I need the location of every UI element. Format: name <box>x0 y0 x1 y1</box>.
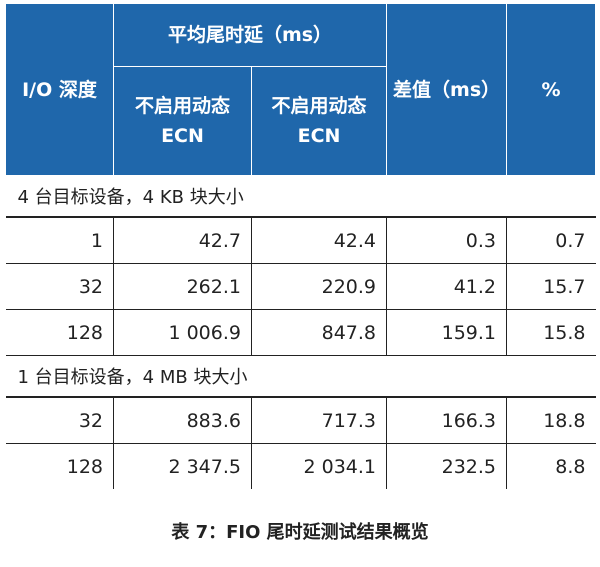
cell-pct: 0.7 <box>506 217 596 264</box>
cell-depth: 32 <box>5 397 114 444</box>
cell-diff: 166.3 <box>386 397 508 444</box>
cell-pct: 8.8 <box>555 455 586 478</box>
cell-off: 42.7 <box>113 217 252 264</box>
section-title-row: 4 台目标设备，4 KB 块大小 <box>5 175 596 218</box>
cell-depth: 1 <box>5 217 114 264</box>
cell-on: 2 034.1 <box>251 443 388 489</box>
table-row: 128 2 347.5 2 034.1 232.5 8.8 <box>5 443 596 489</box>
cell-off: 1 006.9 <box>113 309 252 356</box>
cell-on: 847.8 <box>251 309 388 356</box>
table-row: 1 42.7 42.4 0.3 0.7 <box>5 217 596 264</box>
header-ecn-on: 不启用动态 ECN <box>250 66 388 176</box>
section-title: 4 台目标设备，4 KB 块大小 <box>5 175 596 218</box>
cell-off: 883.6 <box>113 397 252 444</box>
header-row-2: 不启用动态 ECN 不启用动态 ECN <box>6 66 596 176</box>
cell-pct: 15.8 <box>506 309 596 356</box>
cell-depth: 128 <box>5 443 114 489</box>
cell-diff: 41.2 <box>386 263 508 310</box>
section-title-row: 1 台目标设备，4 MB 块大小 <box>5 355 596 398</box>
cell-on: 220.9 <box>251 263 388 310</box>
header-difference: 差值（ms） <box>386 3 508 176</box>
section-title: 1 台目标设备，4 MB 块大小 <box>5 355 596 398</box>
table-row: 32 883.6 717.3 166.3 18.8 <box>5 397 596 444</box>
cell-off: 2 347.5 <box>113 443 252 489</box>
cell-depth: 128 <box>5 309 114 356</box>
latency-table: I/O 深度 平均尾时延（ms） 差值（ms） % 不启用动态 ECN 不启用动… <box>5 3 597 489</box>
table-caption: 表 7：FIO 尾时延测试结果概览 <box>171 522 429 543</box>
table-row: 32 262.1 220.9 41.2 15.7 <box>5 263 596 310</box>
table-row: 128 1 006.9 847.8 159.1 15.8 <box>5 309 596 356</box>
header-percent: % <box>506 3 597 176</box>
cell-on: 42.4 <box>251 217 388 264</box>
header-row-1: I/O 深度 平均尾时延（ms） 差值（ms） % <box>5 3 597 176</box>
header-ecn-off: 不启用动态 ECN <box>113 66 252 176</box>
cell-on: 717.3 <box>251 397 388 444</box>
cell-off: 262.1 <box>113 263 252 310</box>
header-avg-tail-latency: 平均尾时延（ms） <box>112 3 388 67</box>
cell-diff: 232.5 <box>386 443 508 489</box>
cell-diff: 159.1 <box>386 309 508 356</box>
cell-pct: 18.8 <box>506 397 596 444</box>
cell-diff: 0.3 <box>386 217 508 264</box>
header-io-depth: I/O 深度 <box>5 3 114 176</box>
cell-depth: 32 <box>5 263 114 310</box>
cell-pct: 15.7 <box>506 263 596 310</box>
